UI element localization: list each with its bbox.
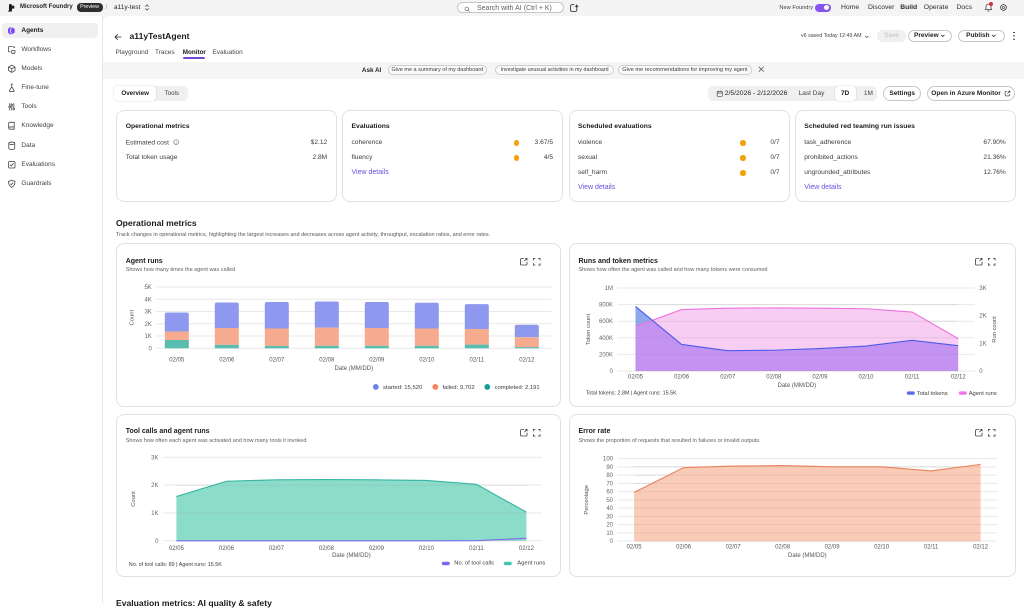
svg-text:1K: 1K <box>151 511 158 517</box>
svg-text:Date (MM/DD): Date (MM/DD) <box>788 553 827 559</box>
svg-text:Count: Count <box>131 491 137 507</box>
svg-text:0: 0 <box>155 539 159 545</box>
svg-text:Run count: Run count <box>992 316 998 343</box>
svg-text:Agent runs: Agent runs <box>969 391 997 397</box>
svg-text:02/06: 02/06 <box>219 358 235 364</box>
svg-text:02/08: 02/08 <box>775 545 791 551</box>
svg-text:02/11: 02/11 <box>470 358 485 364</box>
svg-text:400K: 400K <box>599 336 613 342</box>
svg-text:02/12: 02/12 <box>951 375 967 381</box>
svg-text:0: 0 <box>610 369 614 375</box>
svg-text:02/08: 02/08 <box>319 546 335 552</box>
svg-text:10: 10 <box>606 531 613 537</box>
svg-text:Total tokens: 2.8M | Agent run: Total tokens: 2.8M | Agent runs: 15.5K <box>586 391 677 397</box>
svg-text:0: 0 <box>610 539 614 545</box>
svg-text:2K: 2K <box>151 484 158 490</box>
svg-text:20: 20 <box>606 523 613 529</box>
svg-text:Date (MM/DD): Date (MM/DD) <box>778 383 817 389</box>
svg-text:3K: 3K <box>145 310 152 316</box>
svg-text:90: 90 <box>606 465 613 471</box>
svg-text:02/10: 02/10 <box>858 375 874 381</box>
svg-text:02/11: 02/11 <box>905 375 920 381</box>
svg-text:02/07: 02/07 <box>269 358 285 364</box>
svg-text:02/09: 02/09 <box>812 375 828 381</box>
svg-text:0: 0 <box>979 369 983 375</box>
svg-text:100: 100 <box>603 457 614 463</box>
svg-text:Date (MM/DD): Date (MM/DD) <box>335 366 374 372</box>
svg-text:02/09: 02/09 <box>825 545 841 551</box>
svg-text:No. of tool calls: No. of tool calls <box>454 561 494 567</box>
svg-text:02/09: 02/09 <box>369 546 385 552</box>
svg-text:Count: Count <box>129 310 135 326</box>
svg-text:Total tokens: Total tokens <box>917 391 948 397</box>
svg-text:30: 30 <box>606 515 613 521</box>
svg-text:02/07: 02/07 <box>269 546 285 552</box>
svg-text:02/06: 02/06 <box>674 375 690 381</box>
svg-text:02/09: 02/09 <box>369 358 385 364</box>
svg-text:70: 70 <box>606 482 613 488</box>
svg-text:02/08: 02/08 <box>319 358 335 364</box>
svg-text:800K: 800K <box>599 303 613 309</box>
svg-text:02/10: 02/10 <box>419 546 435 552</box>
svg-text:02/11: 02/11 <box>924 545 939 551</box>
svg-text:1M: 1M <box>605 286 613 292</box>
svg-text:02/06: 02/06 <box>219 546 235 552</box>
svg-text:02/10: 02/10 <box>419 358 435 364</box>
svg-text:02/06: 02/06 <box>676 545 692 551</box>
svg-text:3K: 3K <box>151 456 158 462</box>
svg-text:Percentage: Percentage <box>584 485 590 515</box>
svg-text:60: 60 <box>606 490 613 496</box>
svg-text:Date (MM/DD): Date (MM/DD) <box>332 553 371 559</box>
svg-text:02/08: 02/08 <box>766 375 782 381</box>
svg-text:4K: 4K <box>145 297 152 303</box>
svg-text:No. of tool calls: 89 | Agent: No. of tool calls: 89 | Agent runs: 15.5… <box>129 562 223 568</box>
svg-text:40: 40 <box>606 506 613 512</box>
svg-text:1K: 1K <box>979 341 986 347</box>
svg-text:02/12: 02/12 <box>519 358 535 364</box>
svg-text:0: 0 <box>149 346 153 352</box>
svg-text:2K: 2K <box>145 322 152 328</box>
svg-text:02/05: 02/05 <box>628 375 644 381</box>
svg-text:started: 15,520: started: 15,520 <box>383 385 423 391</box>
svg-text:50: 50 <box>606 498 613 504</box>
svg-text:80: 80 <box>606 473 613 479</box>
svg-text:200K: 200K <box>599 352 613 358</box>
svg-text:02/05: 02/05 <box>169 546 185 552</box>
svg-text:02/05: 02/05 <box>627 545 643 551</box>
svg-text:5K: 5K <box>145 285 152 291</box>
svg-text:02/11: 02/11 <box>469 546 484 552</box>
svg-text:600K: 600K <box>599 319 613 325</box>
svg-text:3K: 3K <box>979 286 986 292</box>
svg-text:2K: 2K <box>979 314 986 320</box>
svg-text:Token count: Token count <box>586 313 592 345</box>
svg-text:02/07: 02/07 <box>726 545 742 551</box>
svg-text:02/12: 02/12 <box>519 546 535 552</box>
svg-text:02/07: 02/07 <box>720 375 736 381</box>
svg-text:completed: 2,191: completed: 2,191 <box>495 385 540 391</box>
svg-text:02/05: 02/05 <box>169 358 185 364</box>
svg-text:Agent runs: Agent runs <box>517 561 545 567</box>
svg-text:1K: 1K <box>145 334 152 340</box>
svg-text:02/12: 02/12 <box>973 545 989 551</box>
svg-text:02/10: 02/10 <box>874 545 890 551</box>
svg-text:failed: 9,702: failed: 9,702 <box>443 385 475 391</box>
